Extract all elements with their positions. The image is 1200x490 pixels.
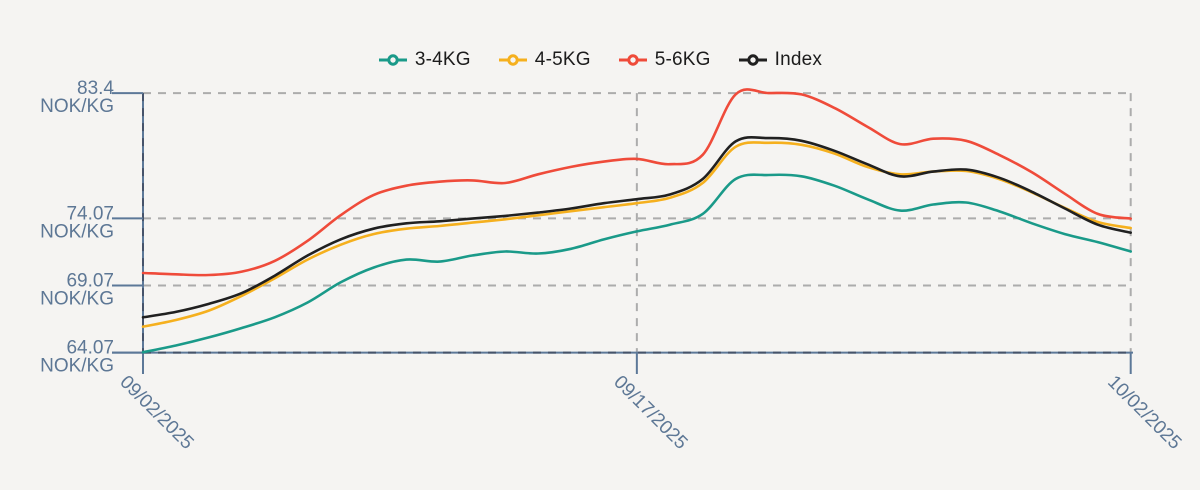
y-tick-unit: NOK/KG [40,221,114,242]
legend-label: 3-4KG [414,49,471,70]
y-tick-value: 64.07 [66,338,114,359]
legend-marker-icon [378,54,407,66]
y-tick-unit: NOK/KG [40,356,114,377]
x-tick-label: 10/02/2025 [1103,372,1185,454]
legend-marker-icon [618,54,647,66]
legend-label: Index [774,49,823,70]
legend-label: 4-5KG [534,49,591,70]
chart-legend: 3-4KG 4-5KG 5-6KG Index [0,49,1200,71]
series-line-4-5kg[interactable] [141,141,1132,328]
x-axis-labels: 09/02/2025 09/17/2025 10/02/2025 [115,372,1185,454]
y-axis-labels: 83.4NOK/KG74.07NOK/KG69.07NOK/KG64.07NOK… [40,78,114,377]
axes [112,92,1133,374]
y-tick-value: 83.4 [77,78,114,99]
legend-item-4-5kg[interactable]: 4-5KG [498,49,591,71]
x-tick-label: 09/02/2025 [115,372,197,454]
x-tick-label: 09/17/2025 [609,372,691,454]
legend-marker-icon [498,54,527,66]
legend-item-3-4kg[interactable]: 3-4KG [378,49,471,71]
y-tick-value: 69.07 [66,270,114,291]
legend-marker-icon [738,54,767,66]
gridlines [143,92,1132,353]
legend-item-index[interactable]: Index [738,49,822,71]
y-tick-unit: NOK/KG [40,96,114,117]
y-tick-value: 74.07 [66,203,114,224]
y-tick-unit: NOK/KG [40,288,114,309]
series-lines [141,88,1132,354]
series-line-3-4kg[interactable] [141,173,1132,354]
series-line-5-6kg[interactable] [141,88,1132,277]
legend-label: 5-6KG [654,49,711,70]
legend-item-5-6kg[interactable]: 5-6KG [618,49,711,71]
series-line-index[interactable] [141,135,1132,319]
